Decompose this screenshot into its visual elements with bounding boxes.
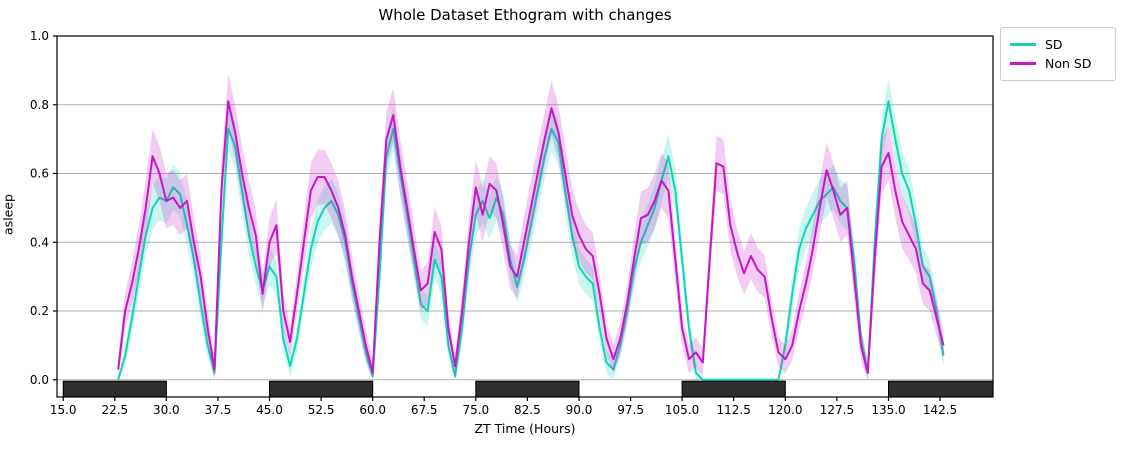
gridlines (57, 35, 993, 381)
svg-text:0.4: 0.4 (30, 235, 49, 249)
svg-text:90.0: 90.0 (566, 403, 593, 417)
x-ticks: 15.0 22.5 30.0 37.5 45.0 52.5 60.0 67.5 75.0 82.5… (50, 397, 957, 417)
legend-swatch-nonsd (1010, 62, 1036, 65)
svg-text:30.0: 30.0 (153, 403, 180, 417)
legend-swatch-sd (1010, 43, 1036, 46)
x-axis-label: ZT Time (Hours) (474, 421, 576, 436)
nonsd-line (117, 100, 945, 374)
svg-text:52.5: 52.5 (308, 403, 335, 417)
legend-label-sd: SD (1045, 37, 1063, 52)
legend: SD Non SD (1000, 27, 1116, 81)
chart-title: Whole Dataset Ethogram with changes (378, 6, 672, 24)
svg-text:1.0: 1.0 (30, 29, 49, 43)
y-ticks: 0.0 0.2 0.4 0.6 0.8 1.0 (30, 29, 57, 387)
svg-text:45.0: 45.0 (256, 403, 283, 417)
svg-text:120.0: 120.0 (768, 403, 802, 417)
legend-item-nonsd: Non SD (1010, 54, 1106, 73)
svg-text:15.0: 15.0 (50, 403, 77, 417)
svg-text:0.8: 0.8 (30, 98, 49, 112)
svg-text:127.5: 127.5 (820, 403, 854, 417)
svg-text:60.0: 60.0 (359, 403, 386, 417)
svg-text:105.0: 105.0 (665, 403, 699, 417)
svg-text:82.5: 82.5 (514, 403, 541, 417)
nonsd-band (118, 73, 944, 380)
svg-text:22.5: 22.5 (101, 403, 128, 417)
svg-text:75.0: 75.0 (462, 403, 489, 417)
svg-text:112.5: 112.5 (717, 403, 751, 417)
legend-label-nonsd: Non SD (1045, 56, 1092, 71)
y-axis-label: asleep (0, 194, 16, 235)
legend-item-sd: SD (1010, 35, 1106, 54)
svg-text:135.0: 135.0 (871, 403, 905, 417)
dark-phase-bars (62, 380, 994, 398)
svg-text:37.5: 37.5 (205, 403, 232, 417)
svg-text:0.6: 0.6 (30, 167, 49, 181)
svg-text:0.2: 0.2 (30, 304, 49, 318)
sd-line (117, 100, 945, 381)
svg-text:0.0: 0.0 (30, 373, 49, 387)
svg-text:67.5: 67.5 (411, 403, 438, 417)
axes-spines (56, 35, 994, 398)
svg-text:142.5: 142.5 (923, 403, 957, 417)
svg-text:97.5: 97.5 (617, 403, 644, 417)
